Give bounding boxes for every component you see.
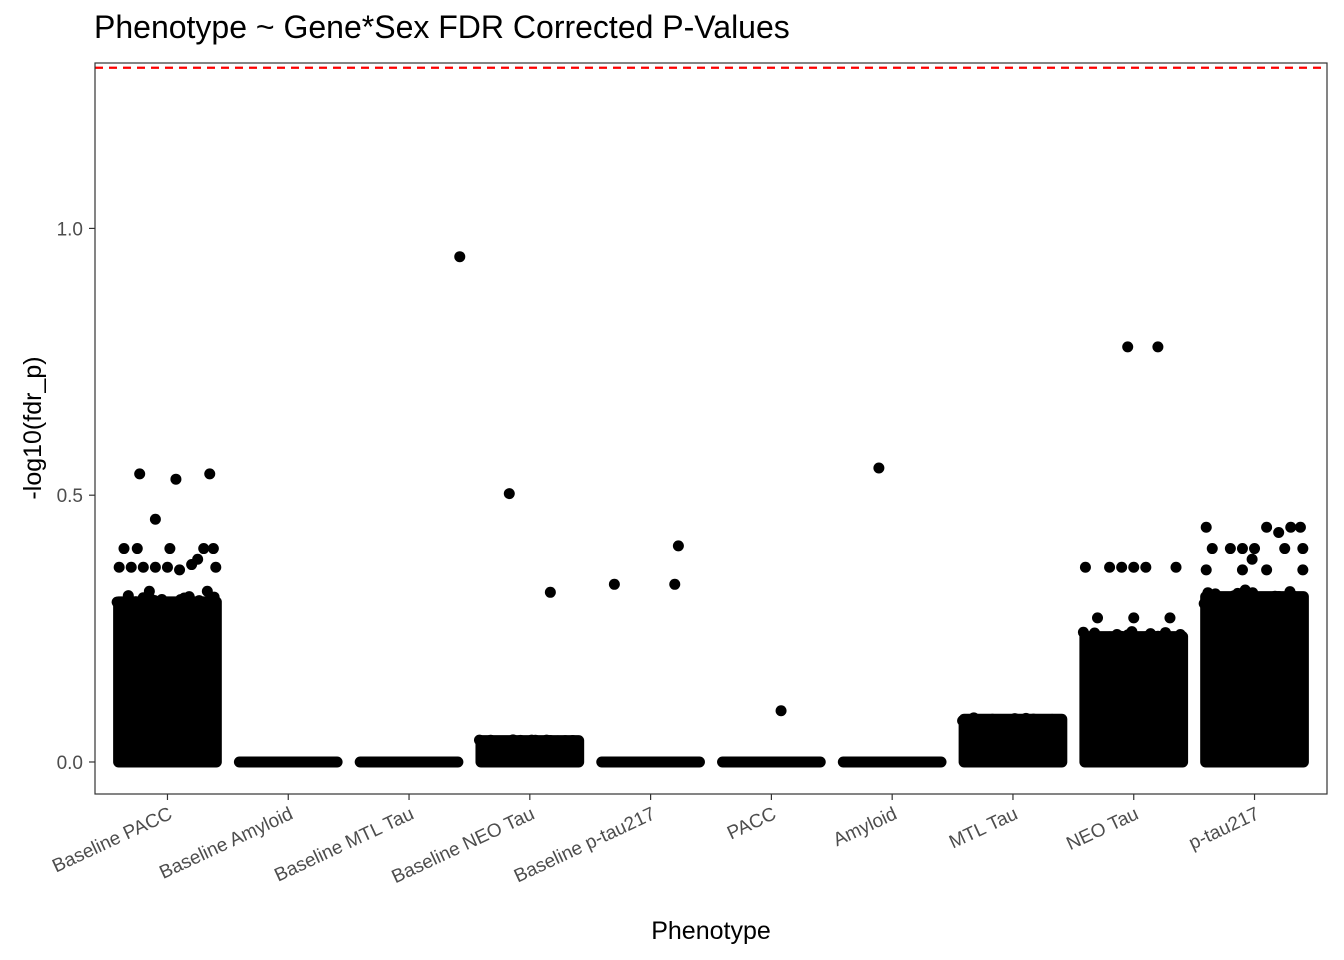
data-point — [125, 561, 137, 573]
y-tick-label: 0.0 — [57, 753, 83, 774]
data-point — [1273, 527, 1285, 539]
data-point — [544, 586, 556, 598]
x-axis-title: Phenotype — [651, 917, 771, 945]
point-cluster — [1200, 591, 1309, 768]
x-tick-label: NEO Tau — [1063, 803, 1141, 854]
data-point — [204, 602, 216, 614]
data-point — [183, 591, 195, 603]
point-cluster — [233, 756, 343, 768]
point-cluster — [837, 756, 947, 768]
data-point — [1054, 714, 1066, 726]
point-group — [111, 468, 222, 768]
data-point — [1092, 612, 1104, 624]
point-group — [596, 540, 705, 768]
point-group — [1077, 341, 1189, 768]
data-point — [669, 578, 681, 590]
data-point — [608, 578, 620, 590]
data-point — [192, 553, 204, 565]
data-point — [775, 705, 787, 717]
data-point — [570, 736, 582, 748]
point-group — [717, 705, 826, 768]
data-point — [134, 468, 146, 480]
data-point — [201, 585, 213, 597]
data-point — [1249, 543, 1261, 555]
point-cluster — [354, 756, 464, 768]
data-point — [1200, 521, 1212, 533]
x-tick-label: PACC — [724, 803, 779, 844]
data-point — [1140, 561, 1152, 573]
data-point — [1285, 521, 1297, 533]
data-point — [1236, 564, 1248, 576]
data-point — [1164, 612, 1176, 624]
point-group — [957, 712, 1068, 768]
data-point — [133, 605, 145, 617]
data-point — [171, 605, 183, 617]
x-tick-label: p-tau217 — [1186, 803, 1263, 854]
data-point — [119, 596, 131, 608]
data-point — [1152, 341, 1164, 353]
data-point — [207, 543, 219, 555]
data-point — [1236, 543, 1248, 555]
data-point — [1079, 561, 1091, 573]
y-axis-title: -log10(fdr_p) — [19, 356, 47, 499]
point-group — [837, 462, 947, 768]
data-point — [170, 473, 182, 485]
data-point — [210, 561, 222, 573]
data-point — [1128, 561, 1140, 573]
point-cluster — [717, 756, 826, 768]
data-point — [1295, 593, 1307, 605]
point-cluster — [596, 756, 705, 768]
data-point — [1261, 564, 1273, 576]
y-tick-label: 1.0 — [57, 219, 83, 240]
data-point — [164, 543, 176, 555]
point-cluster — [113, 596, 222, 768]
data-point — [1294, 521, 1306, 533]
data-point — [143, 585, 155, 597]
data-point — [503, 488, 515, 500]
y-tick-label: 0.5 — [57, 486, 83, 507]
data-point — [149, 561, 161, 573]
data-point — [1291, 601, 1303, 613]
point-group — [233, 756, 343, 768]
data-point — [174, 564, 186, 576]
x-tick-label: MTL Tau — [946, 803, 1021, 853]
data-point — [131, 543, 143, 555]
data-point — [1159, 627, 1171, 639]
data-point — [873, 462, 885, 474]
data-point — [149, 513, 161, 525]
point-cluster — [1079, 631, 1189, 768]
point-group — [354, 251, 466, 768]
data-point — [1224, 543, 1236, 555]
plot-panel-border — [94, 62, 1328, 795]
data-point — [1247, 587, 1259, 599]
data-point — [1116, 561, 1128, 573]
data-point — [1261, 521, 1273, 533]
data-point — [118, 543, 130, 555]
data-point — [1122, 341, 1134, 353]
data-point — [161, 561, 173, 573]
data-point — [1174, 629, 1186, 641]
chart-title: Phenotype ~ Gene*Sex FDR Corrected P-Val… — [94, 9, 790, 45]
data-point — [1297, 564, 1309, 576]
data-point — [1128, 612, 1140, 624]
data-point — [1170, 561, 1182, 573]
data-point — [1200, 564, 1212, 576]
data-point — [1206, 543, 1218, 555]
data-point — [1297, 543, 1309, 555]
data-point — [137, 561, 149, 573]
point-group — [1198, 521, 1309, 768]
data-point — [198, 543, 210, 555]
data-point — [1096, 640, 1108, 652]
data-point — [1077, 626, 1089, 638]
data-point — [113, 561, 125, 573]
data-point — [672, 540, 684, 552]
data-point — [454, 251, 466, 263]
data-point — [1104, 561, 1116, 573]
data-point — [204, 468, 216, 480]
data-point — [1246, 553, 1258, 565]
point-group — [473, 488, 585, 768]
x-tick-label: Amyloid — [830, 803, 900, 851]
data-point — [1279, 543, 1291, 555]
